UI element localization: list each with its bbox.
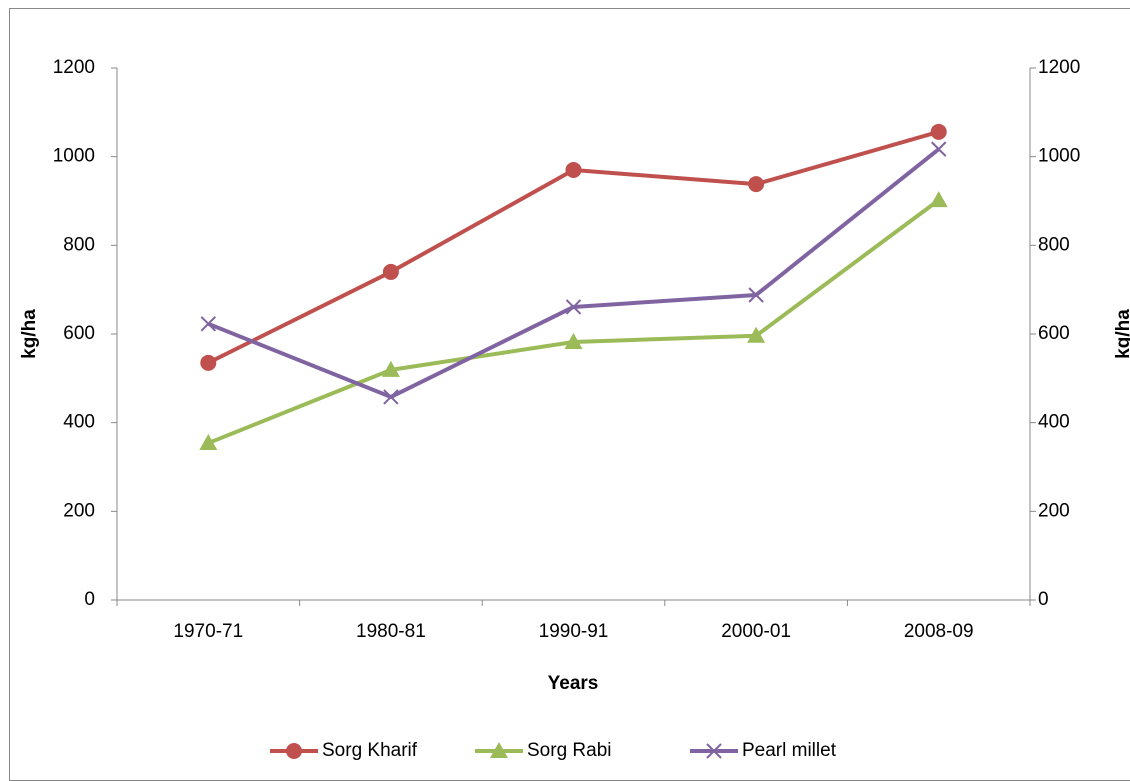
data-point — [747, 326, 766, 343]
data-point — [382, 263, 399, 280]
data-point — [200, 316, 217, 332]
data-point — [565, 299, 582, 315]
y-tick-label: 1200 — [53, 57, 95, 78]
y-tick-label: 800 — [63, 234, 95, 255]
y2-tick-label: 1200 — [1038, 57, 1080, 78]
data-point — [200, 354, 217, 371]
y-tick-label: 1000 — [53, 146, 95, 167]
y-tick-label: 200 — [63, 500, 95, 521]
legend-label: Sorg Kharif — [322, 740, 418, 761]
legend-label: Sorg Rabi — [527, 740, 612, 761]
y2-tick-label: 600 — [1038, 323, 1070, 344]
y2-tick-label: 1000 — [1038, 146, 1080, 167]
data-point — [748, 287, 764, 303]
y2-tick-label: 800 — [1038, 234, 1070, 255]
data-point — [930, 141, 947, 157]
data-point — [199, 434, 218, 451]
data-point — [383, 389, 399, 405]
y2-tick-label: 200 — [1038, 500, 1070, 521]
y-tick-label: 600 — [63, 323, 95, 344]
y2-tick-label: 0 — [1038, 589, 1049, 610]
data-point — [748, 176, 765, 193]
legend-marker — [706, 743, 722, 759]
y2-axis-label: kg/ha — [1113, 309, 1130, 359]
data-point — [930, 123, 947, 140]
x-tick-label: 1980-81 — [356, 621, 426, 642]
legend-label: Pearl millet — [742, 740, 837, 761]
data-point — [929, 191, 948, 208]
data-point — [565, 161, 582, 178]
data-point — [564, 332, 583, 349]
y2-tick-label: 400 — [1038, 412, 1070, 433]
x-tick-label: 2008-09 — [904, 621, 974, 642]
y-tick-label: 0 — [84, 589, 95, 610]
chart-border — [9, 8, 1130, 781]
x-tick-label: 1970-71 — [173, 621, 243, 642]
data-point — [381, 360, 400, 377]
legend-marker — [490, 742, 508, 758]
x-tick-label: 2000-01 — [721, 621, 791, 642]
y-axis-label: kg/ha — [19, 309, 40, 359]
legend-marker — [286, 743, 302, 759]
y-tick-label: 400 — [63, 412, 95, 433]
x-axis-label: Years — [548, 673, 599, 694]
x-tick-label: 1990-91 — [539, 621, 609, 642]
